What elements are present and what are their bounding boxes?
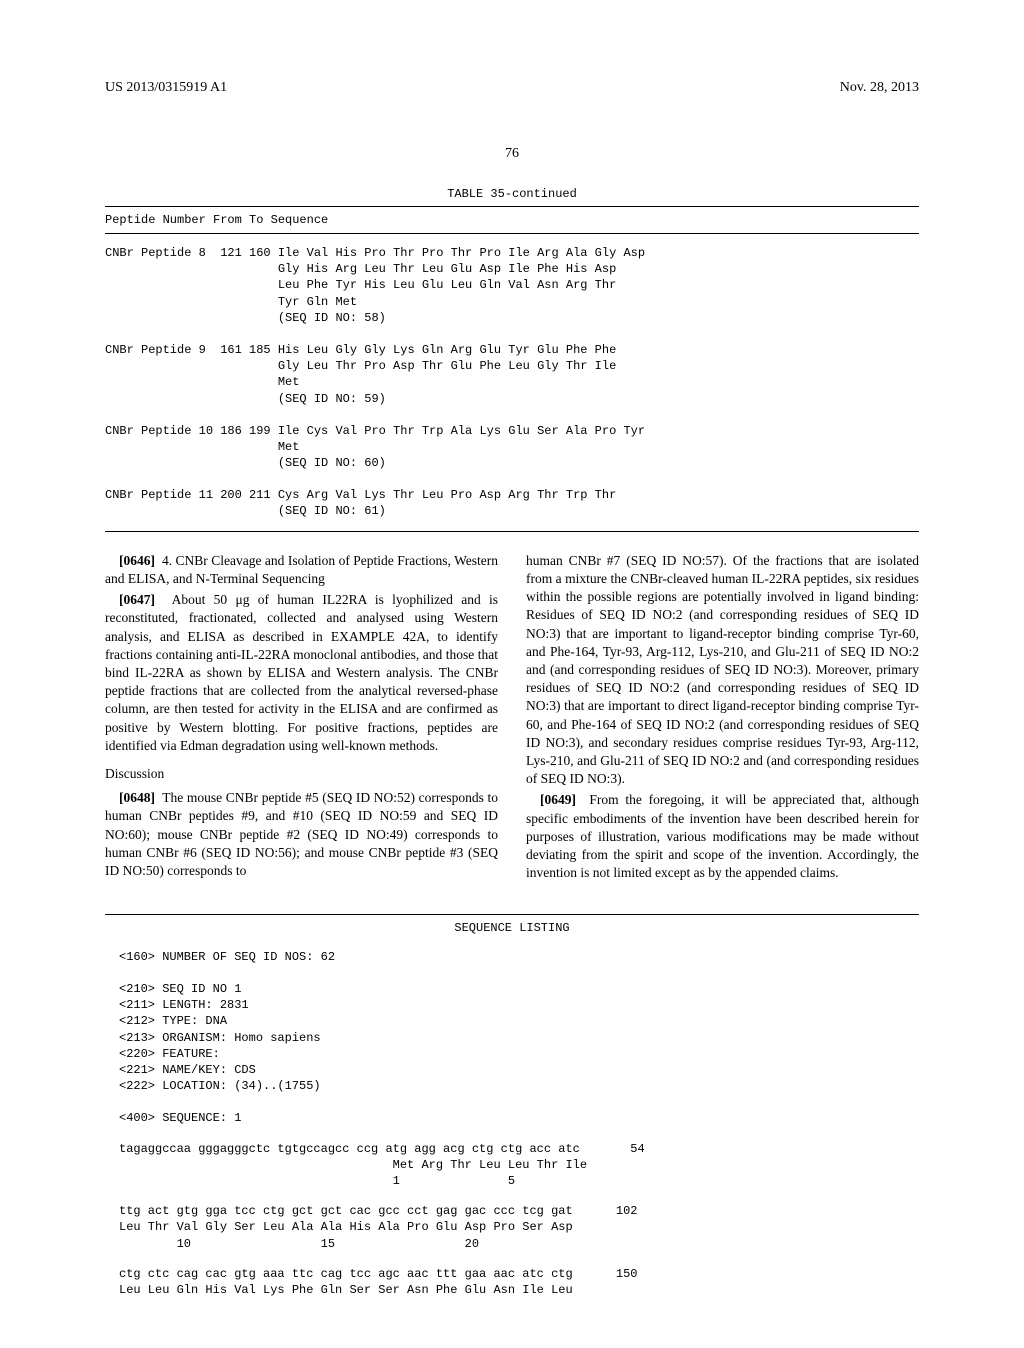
para-text: From the foregoing, it will be appreciat… <box>526 792 919 880</box>
table-rule <box>105 531 919 532</box>
para-text: 4. CNBr Cleavage and Isolation of Peptid… <box>105 553 498 586</box>
page-number: 76 <box>105 146 919 162</box>
table-row: CNBr Peptide 11 200 211 Cys Arg Val Lys … <box>105 479 919 527</box>
seq-meta: <160> NUMBER OF SEQ ID NOS: 62 <210> SEQ… <box>105 949 919 1127</box>
seq-rule <box>105 914 919 915</box>
table-title: TABLE 35-continued <box>105 187 919 201</box>
pub-number: US 2013/0315919 A1 <box>105 80 227 96</box>
para-number: [0649] <box>540 792 576 807</box>
pub-date: Nov. 28, 2013 <box>840 80 919 96</box>
para-number: [0647] <box>119 592 155 607</box>
table-row: CNBr Peptide 10 186 199 Ile Cys Val Pro … <box>105 415 919 480</box>
seq-line: ttg act gtg gga tcc ctg gct gct cac gcc … <box>105 1203 919 1252</box>
seq-line: ctg ctc cag cac gtg aaa ttc cag tcc agc … <box>105 1266 919 1298</box>
para-text: The mouse CNBr peptide #5 (SEQ ID NO:52)… <box>105 790 498 878</box>
table-rule <box>105 233 919 234</box>
para-text: human CNBr #7 (SEQ ID NO:57). Of the fra… <box>526 552 919 789</box>
table-row: CNBr Peptide 8 121 160 Ile Val His Pro T… <box>105 237 919 334</box>
seq-line: tagaggccaa gggagggctc tgtgccagcc ccg atg… <box>105 1141 919 1190</box>
para-number: [0646] <box>119 553 155 568</box>
section-heading: Discussion <box>105 765 498 783</box>
table-rule <box>105 206 919 207</box>
para-text: About 50 μg of human IL22RA is lyophiliz… <box>105 592 498 753</box>
seq-title: SEQUENCE LISTING <box>105 921 919 935</box>
para-number: [0648] <box>119 790 155 805</box>
table-row: CNBr Peptide 9 161 185 His Leu Gly Gly L… <box>105 334 919 415</box>
sequence-listing: SEQUENCE LISTING <160> NUMBER OF SEQ ID … <box>105 914 919 1299</box>
peptide-table: TABLE 35-continued Peptide Number From T… <box>105 187 919 532</box>
left-column: [0646] 4. CNBr Cleavage and Isolation of… <box>105 552 498 886</box>
table-header: Peptide Number From To Sequence <box>105 210 919 230</box>
right-column: human CNBr #7 (SEQ ID NO:57). Of the fra… <box>526 552 919 886</box>
